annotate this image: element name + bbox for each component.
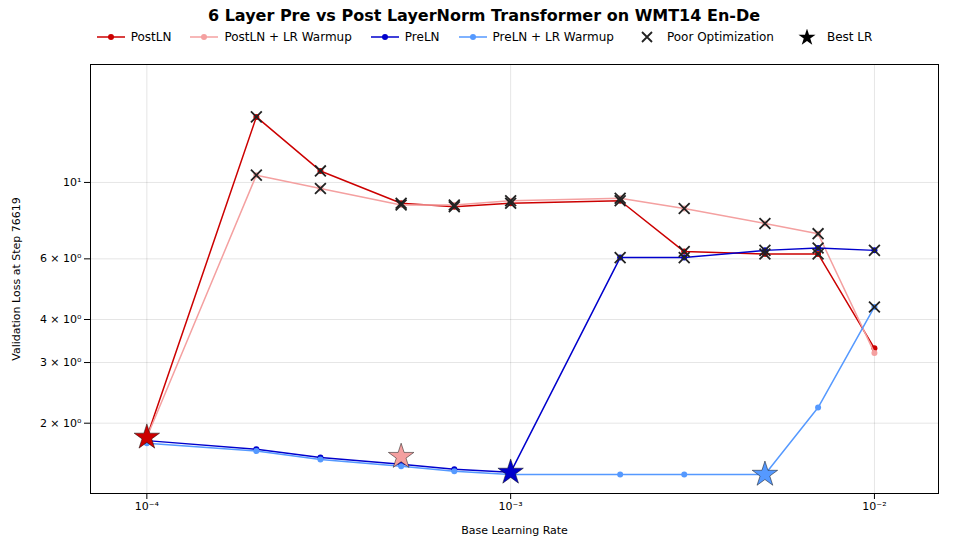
svg-text:4 × 10⁰: 4 × 10⁰: [40, 313, 82, 326]
svg-text:Base Learning Rate: Base Learning Rate: [461, 524, 568, 537]
html-text:PreLN: PreLN: [404, 30, 440, 44]
svg-text:10¹: 10¹: [63, 176, 81, 189]
svg-text:2 × 10⁰: 2 × 10⁰: [40, 417, 82, 430]
html-text:PostLN + LR Warmup: PostLN + LR Warmup: [224, 30, 352, 44]
svg-text:10⁻³: 10⁻³: [499, 500, 523, 513]
html-text:Best LR: Best LR: [826, 30, 873, 44]
svg-text:Validation Loss at Step 76619: Validation Loss at Step 76619: [10, 197, 23, 361]
svg-text:10⁻²: 10⁻²: [862, 500, 886, 513]
html-text:PostLN: PostLN: [130, 30, 172, 44]
html-text:6 Layer Pre vs Post LayerNorm: 6 Layer Pre vs Post LayerNorm Transforme…: [207, 6, 760, 25]
svg-text:6 × 10⁰: 6 × 10⁰: [40, 252, 82, 265]
html-text:PreLN + LR Warmup: PreLN + LR Warmup: [492, 30, 614, 44]
svg-text:3 × 10⁰: 3 × 10⁰: [40, 356, 82, 369]
html-text:Poor Optimization: Poor Optimization: [666, 30, 774, 44]
svg-text:10⁻⁴: 10⁻⁴: [135, 500, 160, 513]
